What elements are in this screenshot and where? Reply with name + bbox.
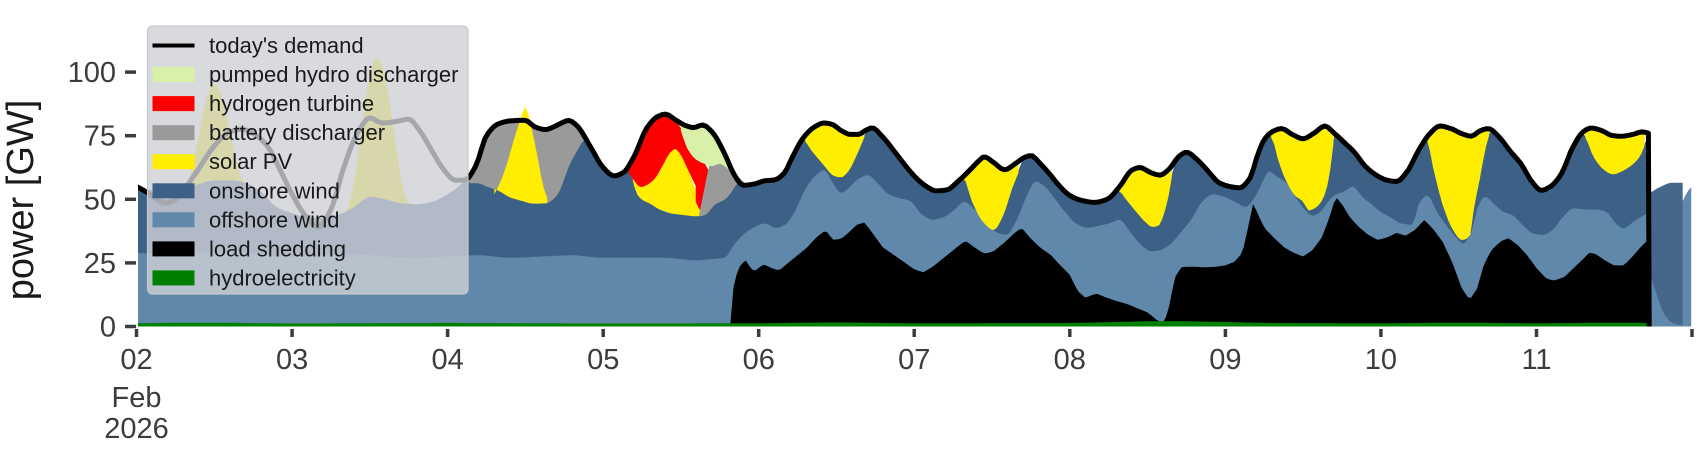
svg-text:02: 02: [120, 344, 152, 376]
svg-text:09: 09: [1209, 344, 1241, 376]
svg-text:Feb: Feb: [112, 382, 162, 414]
svg-text:06: 06: [743, 344, 775, 376]
svg-text:hydroelectricity: hydroelectricity: [209, 265, 356, 290]
svg-text:hydrogen turbine: hydrogen turbine: [209, 91, 374, 116]
svg-text:today's demand: today's demand: [209, 33, 364, 58]
svg-text:power [GW]: power [GW]: [0, 100, 42, 301]
svg-text:07: 07: [898, 344, 930, 376]
svg-text:100: 100: [68, 57, 116, 89]
svg-text:03: 03: [276, 344, 308, 376]
svg-text:0: 0: [100, 312, 116, 344]
svg-text:05: 05: [587, 344, 619, 376]
svg-text:10: 10: [1365, 344, 1397, 376]
svg-text:solar PV: solar PV: [209, 149, 292, 174]
svg-text:offshore wind: offshore wind: [209, 207, 339, 232]
svg-text:load shedding: load shedding: [209, 236, 346, 261]
svg-text:50: 50: [84, 184, 116, 216]
svg-text:75: 75: [84, 121, 116, 153]
svg-text:battery discharger: battery discharger: [209, 120, 385, 145]
svg-text:11: 11: [1521, 344, 1551, 376]
svg-text:04: 04: [431, 344, 463, 376]
svg-text:onshore wind: onshore wind: [209, 178, 340, 203]
svg-text:25: 25: [84, 248, 116, 280]
svg-text:pumped hydro discharger: pumped hydro discharger: [209, 62, 458, 87]
svg-text:2026: 2026: [104, 413, 169, 445]
svg-text:08: 08: [1054, 344, 1086, 376]
